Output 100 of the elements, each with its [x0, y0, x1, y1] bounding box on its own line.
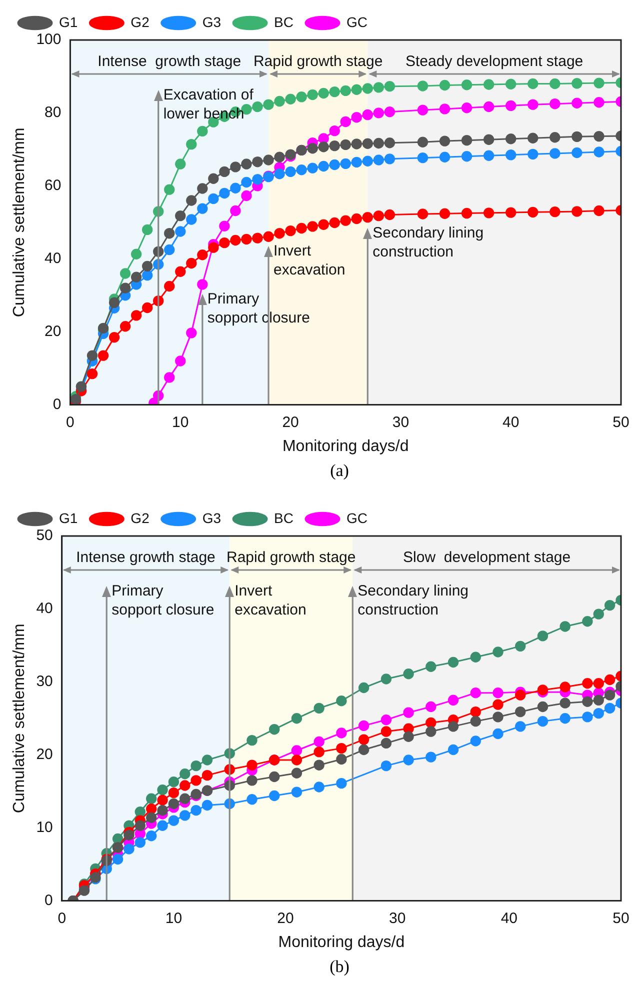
point: [560, 621, 570, 632]
x-tick-label: 20: [277, 910, 294, 927]
point: [168, 798, 180, 810]
point: [505, 150, 516, 160]
point: [318, 88, 329, 99]
point: [505, 207, 516, 218]
point: [186, 214, 197, 225]
x-tick-label: 30: [392, 414, 410, 431]
point: [157, 784, 168, 796]
point: [358, 682, 370, 694]
point: [164, 184, 175, 195]
point: [604, 690, 616, 700]
point: [175, 210, 186, 222]
point: [594, 146, 604, 158]
point: [175, 266, 186, 277]
point: [528, 132, 538, 144]
point: [142, 260, 153, 272]
point: [219, 166, 230, 178]
point: [604, 600, 616, 611]
point: [572, 98, 582, 108]
point: [560, 713, 570, 724]
point: [537, 716, 548, 727]
y-tick-label: 0: [52, 396, 62, 413]
point: [197, 126, 208, 137]
point: [108, 332, 120, 343]
point: [560, 682, 570, 692]
point: [572, 147, 582, 158]
point: [190, 775, 202, 786]
point: [274, 96, 285, 107]
point: [314, 746, 324, 758]
point: [197, 279, 208, 290]
point: [550, 98, 560, 110]
point: [146, 804, 157, 814]
point: [384, 209, 396, 220]
point: [180, 793, 190, 804]
ref-line-label: Invert excavation: [234, 582, 306, 619]
point: [358, 720, 370, 732]
point: [130, 310, 142, 321]
point: [373, 210, 384, 222]
point: [130, 248, 142, 260]
point: [572, 131, 582, 142]
point: [175, 158, 186, 170]
point: [492, 712, 504, 722]
point: [439, 104, 450, 114]
point: [380, 760, 392, 772]
point: [124, 830, 134, 840]
point: [134, 837, 146, 848]
point: [461, 208, 472, 219]
point: [362, 83, 373, 94]
point: [190, 804, 202, 816]
point: [291, 768, 302, 778]
point: [550, 206, 560, 218]
point: [307, 89, 318, 100]
point: [252, 101, 263, 112]
x-tick-label: 10: [165, 910, 182, 927]
x-tick-label: 0: [66, 414, 74, 431]
point: [336, 778, 347, 789]
point: [208, 173, 219, 184]
y-tick-label: 0: [44, 892, 53, 909]
point: [98, 350, 109, 361]
y-tick-label: 40: [44, 250, 62, 268]
point: [461, 102, 472, 114]
point: [528, 206, 538, 218]
point: [426, 701, 436, 712]
point: [550, 132, 560, 143]
point: [448, 694, 459, 706]
point: [384, 80, 396, 92]
point: [461, 80, 472, 90]
x-tick-label: 50: [612, 910, 630, 927]
point: [417, 152, 428, 164]
ref-line-label: Secondary lining construction: [372, 224, 484, 261]
point: [448, 744, 459, 756]
point: [362, 156, 373, 166]
point: [197, 203, 208, 214]
point: [426, 661, 436, 672]
point: [164, 280, 175, 292]
y-tick-label: 60: [44, 177, 62, 194]
point: [180, 768, 190, 780]
point: [351, 213, 362, 224]
point: [291, 786, 302, 798]
ref-line-label: Secondary lining construction: [358, 582, 469, 619]
point: [515, 690, 526, 700]
point: [202, 754, 213, 766]
point: [329, 86, 340, 98]
point: [157, 804, 168, 816]
point: [230, 234, 241, 246]
point: [492, 688, 504, 698]
point: [470, 706, 481, 718]
point: [426, 752, 436, 762]
y-tick-label: 10: [36, 818, 53, 836]
y-tick-label: 20: [36, 746, 53, 764]
point: [314, 760, 324, 770]
point: [241, 176, 252, 188]
band-label: Rapid growth stage: [253, 53, 383, 70]
point: [263, 99, 274, 110]
point: [362, 138, 373, 149]
point: [470, 736, 481, 746]
point: [582, 712, 593, 722]
ref-line-label: Primary sopport closure: [112, 582, 214, 619]
point: [373, 108, 384, 118]
